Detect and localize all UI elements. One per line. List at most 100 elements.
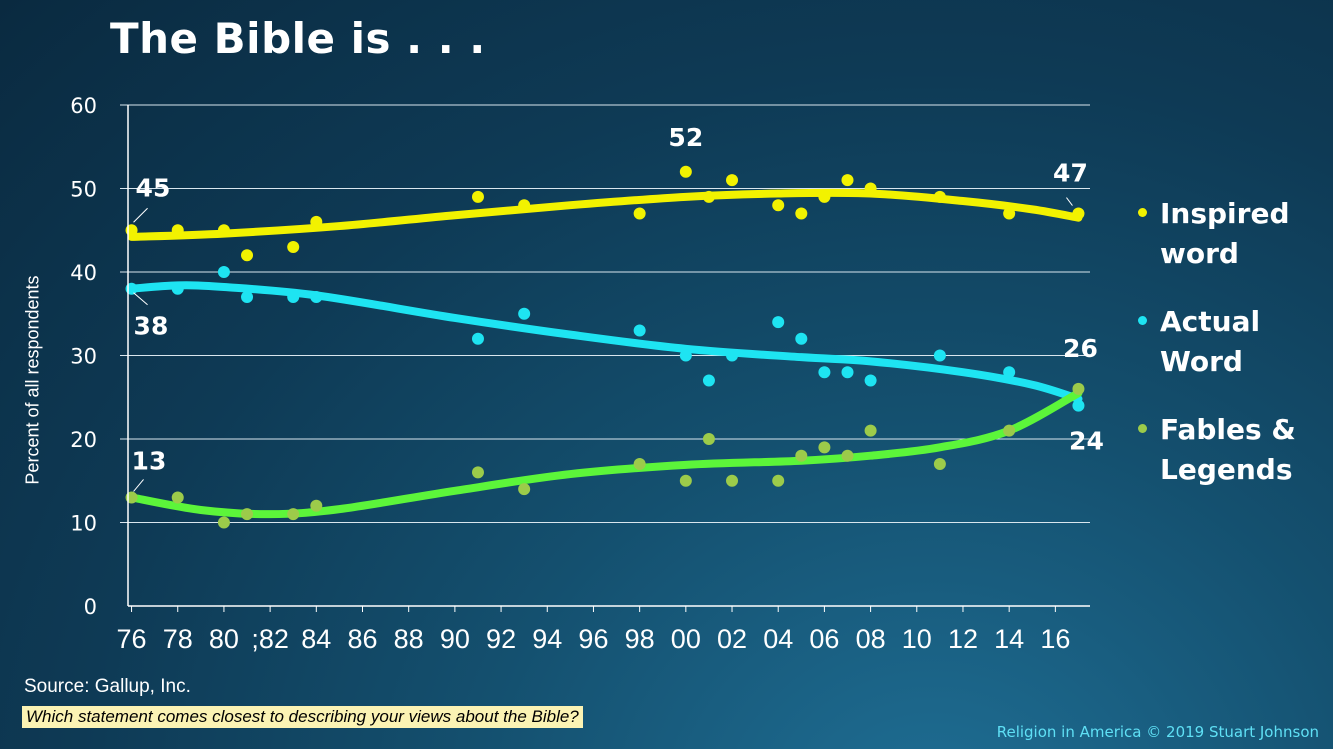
data-label-actual-2017: 24 [1069, 427, 1104, 456]
x-tick-label-1996: 96 [578, 624, 608, 654]
point-fables-2014 [1003, 424, 1016, 437]
point-actual-1991 [471, 332, 484, 345]
legend-marker-inspired [1138, 208, 1147, 217]
point-inspired-1983 [287, 240, 300, 253]
point-fables-1980 [217, 516, 230, 529]
legend-item-fables: Fables & Legends [1138, 410, 1330, 490]
point-inspired-2017 [1072, 207, 1085, 220]
legend-marker-fables [1138, 424, 1147, 433]
x-tick-label-2004: 04 [763, 624, 793, 654]
y-tick-label-50: 50 [70, 178, 97, 202]
leader-inspired-2017 [1066, 197, 1073, 206]
legend-label-fables: Fables & Legends [1160, 413, 1296, 486]
legend-label-actual: Actual Word [1160, 305, 1261, 378]
y-tick-label-0: 0 [84, 595, 97, 619]
point-inspired-2000 [679, 165, 692, 178]
source-note: Source: Gallup, Inc. [24, 676, 191, 697]
x-tick-label-1994: 94 [532, 624, 562, 654]
point-inspired-2002 [726, 174, 739, 187]
data-label-fables-1976: 13 [132, 446, 167, 475]
data-label-actual-1976: 38 [134, 312, 169, 341]
data-label-fables-2017: 26 [1063, 334, 1098, 363]
point-inspired-2011 [933, 190, 946, 203]
x-tick-label-1988: 88 [394, 624, 424, 654]
legend-marker-actual [1138, 316, 1147, 325]
point-fables-1984 [310, 499, 323, 512]
point-fables-2004 [772, 474, 785, 487]
x-tick-label-1984: 84 [301, 624, 331, 654]
point-actual-2001 [702, 374, 715, 387]
x-tick-label-1980: 80 [209, 624, 239, 654]
legend-item-actual: Actual Word [1138, 302, 1330, 382]
point-fables-1998 [633, 458, 646, 471]
y-tick-label-40: 40 [70, 261, 97, 285]
point-fables-2007 [841, 449, 854, 462]
point-fables-2002 [726, 474, 739, 487]
point-actual-2000 [679, 349, 692, 362]
point-fables-2011 [933, 458, 946, 471]
point-inspired-2014 [1003, 207, 1016, 220]
data-label-inspired-2000: 52 [668, 123, 703, 152]
point-actual-1981 [241, 291, 254, 304]
point-inspired-2008 [864, 182, 877, 195]
legend-label-inspired: Inspired word [1160, 197, 1290, 270]
trend-line-fables [127, 389, 1083, 519]
x-tick-label-2002: 02 [717, 624, 747, 654]
point-fables-2001 [702, 433, 715, 445]
point-actual-1998 [633, 324, 646, 337]
credit-footer: Religion in America © 2019 Stuart Johnso… [996, 723, 1319, 741]
point-actual-1993 [518, 307, 531, 320]
x-tick-label-1976: 76 [117, 624, 147, 654]
point-inspired-2001 [702, 190, 715, 203]
x-tick-label-2008: 08 [856, 624, 886, 654]
point-actual-2006 [818, 366, 831, 379]
y-tick-label-20: 20 [70, 428, 97, 452]
point-fables-1993 [518, 483, 531, 496]
x-tick-label-1990: 90 [440, 624, 470, 654]
y-tick-label-60: 60 [70, 94, 97, 118]
point-actual-2011 [933, 349, 946, 362]
data-label-inspired-1976: 45 [136, 173, 171, 202]
point-actual-1978 [171, 282, 184, 295]
point-fables-2017 [1072, 382, 1085, 395]
point-inspired-1991 [471, 190, 484, 203]
x-tick-label-1986: 86 [347, 624, 377, 654]
x-tick-label-2016: 16 [1040, 624, 1070, 654]
point-fables-1983 [287, 508, 300, 521]
point-inspired-1978 [171, 224, 184, 237]
leader-actual-1976 [133, 292, 148, 306]
x-tick-label-2012: 12 [948, 624, 978, 654]
point-inspired-1981 [241, 249, 254, 262]
x-tick-label-1982: ;82 [251, 624, 289, 654]
point-actual-1984 [310, 291, 323, 304]
y-tick-label-10: 10 [70, 512, 97, 536]
x-tick-label-1978: 78 [163, 624, 193, 654]
point-actual-2007 [841, 366, 854, 379]
point-inspired-2004 [772, 199, 785, 212]
point-inspired-2007 [841, 174, 854, 187]
point-inspired-1998 [633, 207, 646, 220]
point-actual-1980 [217, 266, 230, 278]
point-inspired-2005 [795, 207, 808, 220]
point-actual-2008 [864, 374, 877, 387]
point-inspired-1984 [310, 215, 323, 228]
trend-line-inspired [127, 188, 1083, 241]
leader-fables-1976 [133, 479, 144, 492]
point-fables-1981 [241, 508, 254, 521]
point-actual-1983 [287, 291, 300, 304]
point-actual-2017 [1072, 399, 1085, 412]
point-inspired-1980 [217, 224, 230, 237]
data-label-inspired-2017: 47 [1053, 159, 1088, 188]
point-actual-2005 [795, 332, 808, 345]
point-inspired-1993 [518, 199, 531, 212]
x-tick-label-2010: 10 [902, 624, 932, 654]
point-inspired-2006 [818, 190, 831, 203]
point-fables-2005 [795, 449, 808, 462]
point-fables-2008 [864, 424, 877, 437]
legend-item-inspired: Inspired word [1138, 194, 1330, 274]
x-tick-label-2000: 00 [671, 624, 701, 654]
x-tick-label-1998: 98 [625, 624, 655, 654]
legend: Inspired word Actual Word Fables & Legen… [1138, 194, 1330, 518]
point-actual-2014 [1003, 366, 1016, 379]
